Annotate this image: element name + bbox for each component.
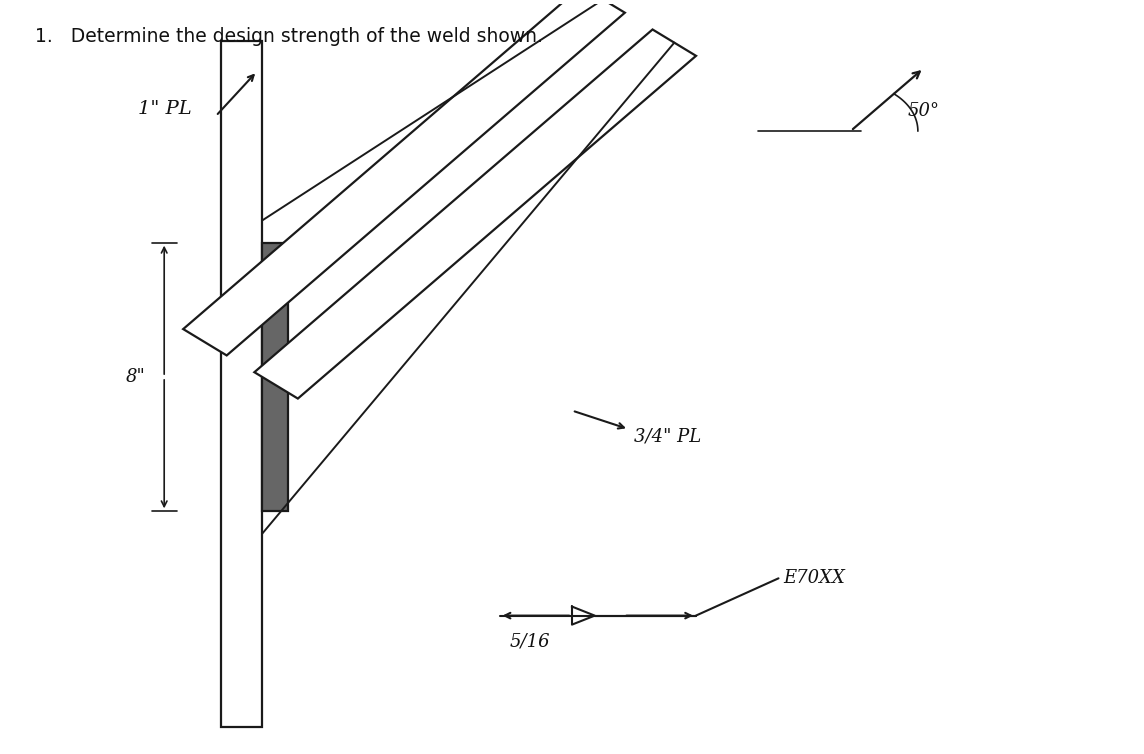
Polygon shape — [221, 41, 262, 728]
Text: 50°: 50° — [907, 102, 939, 120]
Text: 5/16: 5/16 — [510, 632, 550, 650]
Text: 1" PL: 1" PL — [138, 100, 192, 118]
Text: 1.   Determine the design strength of the weld shown.: 1. Determine the design strength of the … — [35, 26, 543, 45]
Polygon shape — [254, 29, 696, 399]
Text: 3/4" PL: 3/4" PL — [634, 428, 701, 446]
Text: 8": 8" — [126, 368, 145, 386]
Text: E70XX: E70XX — [784, 569, 845, 587]
Polygon shape — [183, 0, 625, 355]
Polygon shape — [262, 243, 288, 511]
